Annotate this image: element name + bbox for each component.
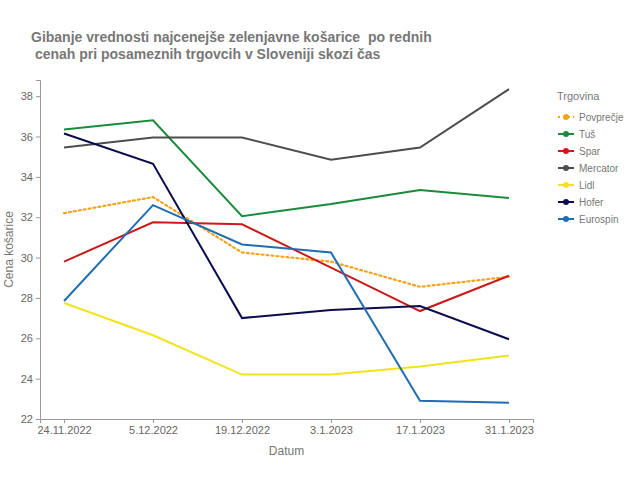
x-tick-label: 24.11.2022	[37, 424, 91, 436]
y-tick: 30	[21, 252, 40, 264]
legend-item: Spar	[558, 146, 601, 157]
y-tick: 32	[21, 211, 40, 223]
series-line	[64, 222, 509, 311]
y-tick-mark	[36, 419, 40, 420]
x-tick: 31.1.2023	[485, 419, 534, 436]
y-tick-mark	[36, 177, 40, 178]
y-tick-label: 32	[21, 211, 33, 223]
legend-item: Tuš	[558, 129, 595, 140]
x-tick: 3.1.2023	[310, 419, 353, 436]
x-tick-mark	[509, 419, 510, 423]
x-tick-mark	[420, 419, 421, 423]
legend-label: Mercator	[579, 163, 619, 174]
x-tick-label: 17.1.2023	[396, 424, 445, 436]
y-tick-label: 22	[21, 413, 33, 425]
y-axis-line	[36, 81, 41, 420]
legend-item: Hofer	[558, 197, 604, 208]
legend-label: Povprečje	[579, 112, 624, 123]
y-tick-label: 36	[21, 131, 33, 143]
legend-marker	[563, 114, 569, 120]
y-tick-mark	[36, 379, 40, 380]
y-tick-label: 26	[21, 332, 33, 344]
x-axis-title: Datum	[269, 444, 304, 458]
legend-marker	[563, 165, 569, 171]
title: Gibanje vrednosti najcenejše zelenjavne …	[31, 29, 432, 62]
y-tick-mark	[36, 217, 40, 218]
y-tick-mark	[36, 338, 40, 339]
legend-label: Spar	[579, 146, 601, 157]
x-axis-line	[41, 420, 534, 424]
series-line	[64, 205, 509, 403]
x-tick: 19.12.2022	[215, 419, 270, 436]
legend-item: Lidl	[558, 180, 595, 191]
y-tick-label: 28	[21, 292, 33, 304]
y-tick-mark	[36, 137, 40, 138]
legend-marker	[563, 216, 569, 222]
y-tick: 24	[21, 373, 40, 385]
y-tick: 34	[21, 171, 40, 183]
legend-item: Eurospin	[558, 214, 618, 225]
series-line	[64, 89, 509, 160]
legend-label: Tuš	[579, 129, 595, 140]
y-tick: 38	[21, 90, 40, 102]
y-tick-label: 34	[21, 171, 33, 183]
x-tick-label: 3.1.2023	[310, 424, 353, 436]
x-tick-mark	[64, 419, 65, 423]
y-tick-mark	[36, 96, 40, 97]
series-line	[64, 120, 509, 216]
y-tick-label: 30	[21, 252, 33, 264]
legend-marker	[563, 148, 569, 154]
y-tick-mark	[36, 258, 40, 259]
legend-marker	[563, 182, 569, 188]
x-tick-label: 19.12.2022	[215, 424, 270, 436]
series-line	[64, 133, 509, 339]
x-tick-mark	[331, 419, 332, 423]
y-axis: 22 24 26 28 30 32 34 36 38	[21, 81, 41, 426]
y-tick: 22	[21, 413, 40, 425]
x-axis: 24.11.2022 5.12.2022 19.12.2022 3.1.2023 17.…	[37, 419, 534, 436]
plot-lines	[64, 89, 509, 403]
legend: Trgovina Povprečje Tuš Spar Mercator Lidl Hofe…	[557, 90, 624, 225]
legend-marker	[563, 199, 569, 205]
legend-label: Lidl	[579, 180, 595, 191]
y-tick: 28	[21, 292, 40, 304]
y-tick: 36	[21, 131, 40, 143]
legend-marker	[563, 131, 569, 137]
legend-title: Trgovina	[557, 90, 600, 102]
legend-item: Mercator	[558, 163, 619, 174]
legend-label: Hofer	[579, 197, 604, 208]
x-tick: 24.11.2022	[37, 419, 91, 436]
legend-label: Eurospin	[579, 214, 618, 225]
x-tick: 5.12.2022	[129, 419, 178, 436]
y-tick-label: 38	[21, 90, 33, 102]
y-tick: 26	[21, 332, 40, 344]
x-tick-mark	[153, 419, 154, 423]
x-tick-mark	[242, 419, 243, 423]
y-tick-label: 24	[21, 373, 33, 385]
chart: Gibanje vrednosti najcenejše zelenjavne …	[0, 0, 640, 480]
y-tick-mark	[36, 298, 40, 299]
legend-item: Povprečje	[558, 112, 624, 123]
x-tick-label: 31.1.2023	[485, 424, 534, 436]
x-tick: 17.1.2023	[396, 419, 445, 436]
y-axis-title: Cena košarice	[2, 211, 16, 288]
x-tick-label: 5.12.2022	[129, 424, 178, 436]
